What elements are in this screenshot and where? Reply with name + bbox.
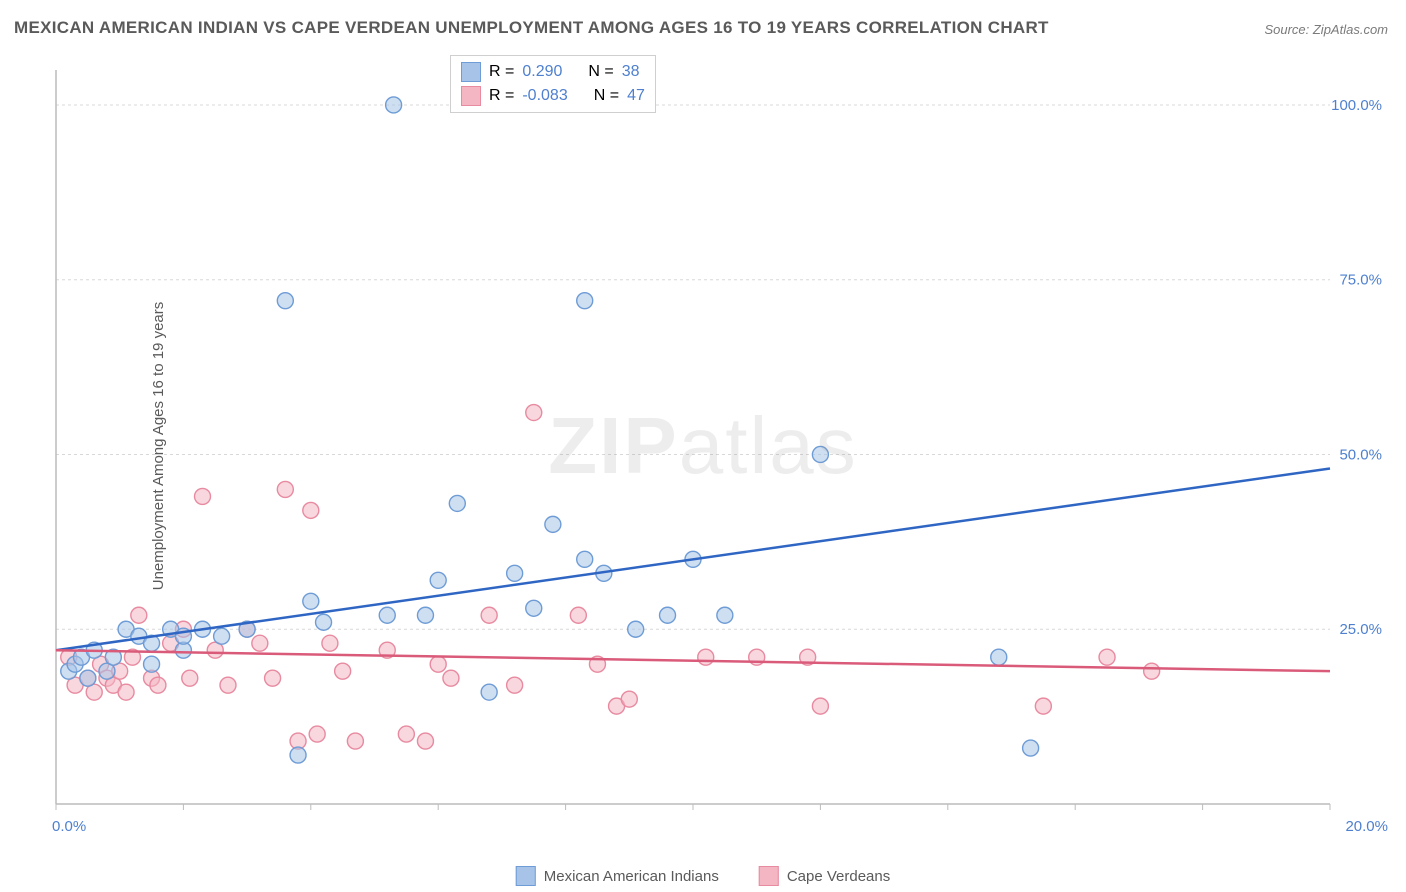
stats-legend-box: R = 0.290 N = 38 R = -0.083 N = 47 [450,55,656,113]
legend-item-mexican: Mexican American Indians [516,866,719,886]
r-value-cape: -0.083 [522,84,567,108]
x-tick-left: 0.0% [52,818,86,835]
svg-text:25.0%: 25.0% [1339,621,1382,638]
chart-title: MEXICAN AMERICAN INDIAN VS CAPE VERDEAN … [14,18,1049,38]
r-value-mexican: 0.290 [522,60,562,84]
r-label: R = [489,60,514,84]
series-legend: Mexican American Indians Cape Verdeans [516,866,891,886]
x-tick-right: 20.0% [1345,818,1388,835]
stats-row-cape: R = -0.083 N = 47 [461,84,645,108]
svg-text:100.0%: 100.0% [1331,97,1382,114]
svg-text:50.0%: 50.0% [1339,446,1382,463]
source-attribution: Source: ZipAtlas.com [1264,22,1388,37]
swatch-icon [516,866,536,886]
n-label: N = [588,60,613,84]
legend-label: Cape Verdeans [787,868,890,885]
stats-row-mexican: R = 0.290 N = 38 [461,60,645,84]
r-label: R = [489,84,514,108]
swatch-icon [759,866,779,886]
n-value-cape: 47 [627,84,645,108]
svg-text:75.0%: 75.0% [1339,272,1382,289]
n-label: N = [594,84,619,108]
legend-label: Mexican American Indians [544,868,719,885]
n-value-mexican: 38 [622,60,640,84]
chart-svg: 25.0% 50.0% 75.0% 100.0% [50,60,1390,840]
swatch-icon [461,62,481,82]
scatter-plot: 25.0% 50.0% 75.0% 100.0% [50,60,1390,840]
swatch-icon [461,86,481,106]
legend-item-cape: Cape Verdeans [759,866,890,886]
